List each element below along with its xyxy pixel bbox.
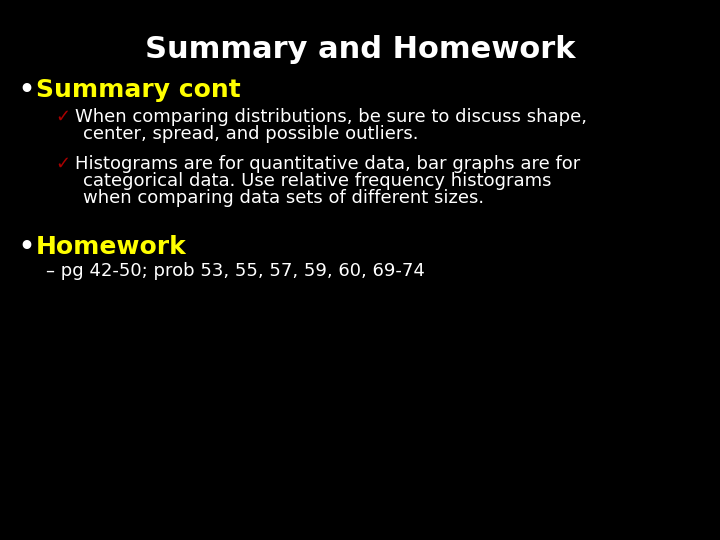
Text: Histograms are for quantitative data, bar graphs are for: Histograms are for quantitative data, ba… xyxy=(75,155,580,173)
Text: Homework: Homework xyxy=(36,235,186,259)
Text: ✓: ✓ xyxy=(55,108,70,126)
Text: •: • xyxy=(18,78,34,102)
Text: center, spread, and possible outliers.: center, spread, and possible outliers. xyxy=(83,125,418,143)
Text: – pg 42-50; prob 53, 55, 57, 59, 60, 69-74: – pg 42-50; prob 53, 55, 57, 59, 60, 69-… xyxy=(46,262,425,280)
Text: categorical data. Use relative frequency histograms: categorical data. Use relative frequency… xyxy=(83,172,552,190)
Text: ✓: ✓ xyxy=(55,155,70,173)
Text: Summary cont: Summary cont xyxy=(36,78,240,102)
Text: When comparing distributions, be sure to discuss shape,: When comparing distributions, be sure to… xyxy=(75,108,587,126)
Text: Summary and Homework: Summary and Homework xyxy=(145,35,575,64)
Text: when comparing data sets of different sizes.: when comparing data sets of different si… xyxy=(83,189,484,207)
Text: •: • xyxy=(18,235,34,259)
